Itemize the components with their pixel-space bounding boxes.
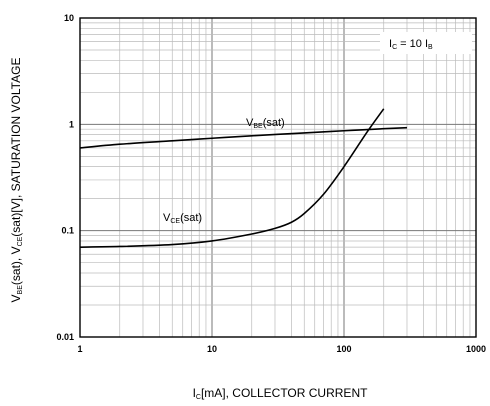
x-axis-label: IC[mA], COLLECTOR CURRENT	[193, 386, 369, 401]
vce-rest: (sat)	[180, 212, 202, 224]
x-tick-label: 1000	[466, 344, 486, 354]
x-tick-label: 10	[207, 344, 217, 354]
series-label-vbe: VBE(sat)	[246, 117, 285, 130]
condition-s2: B	[428, 44, 433, 51]
xlabel-rest: [mA], COLLECTOR CURRENT	[201, 386, 368, 400]
condition-p1: I	[389, 38, 392, 50]
vce-sub: CE	[170, 218, 180, 225]
series-curves	[79, 108, 408, 248]
y-axis-label: VBE(sat), VCE(sat)[V], SATURATION VOLTAG…	[9, 58, 24, 303]
y-tick-label: 0.01	[56, 332, 74, 342]
condition-label: IC = 10 IB	[389, 38, 433, 51]
ylabel-p2: (sat), V	[9, 246, 23, 285]
xlabel-main: I	[193, 386, 196, 400]
vbe-sub: BE	[253, 123, 263, 130]
condition-s1: C	[392, 44, 397, 51]
ylabel-p3: (sat)[V], SATURATION VOLTAGE	[9, 58, 23, 237]
y-tick-label: 10	[64, 13, 74, 23]
x-tick-label: 100	[336, 344, 351, 354]
vbe-rest: (sat)	[263, 117, 285, 129]
y-tick-label: 1	[69, 119, 74, 129]
vbe-main: V	[246, 117, 254, 129]
vce-main: V	[163, 212, 171, 224]
condition-p2: = 10 I	[397, 38, 428, 50]
vce-sat-curve	[79, 108, 385, 248]
y-tick-label: 0.1	[61, 226, 74, 236]
x-tick-label: 1	[77, 344, 82, 354]
ylabel-p1: V	[9, 294, 23, 302]
grid	[80, 18, 476, 337]
ylabel-s2: CE	[17, 236, 24, 246]
series-label-vce: VCE(sat)	[163, 212, 202, 225]
tick-labels: 1 10 100 1000 0.01 0.1 1 10	[56, 13, 486, 354]
condition-box	[380, 32, 472, 54]
plot-frame	[79, 17, 477, 338]
ylabel-s1: BE	[17, 285, 24, 295]
xlabel-sub: C	[196, 394, 201, 401]
vbe-sat-curve	[79, 126, 408, 149]
